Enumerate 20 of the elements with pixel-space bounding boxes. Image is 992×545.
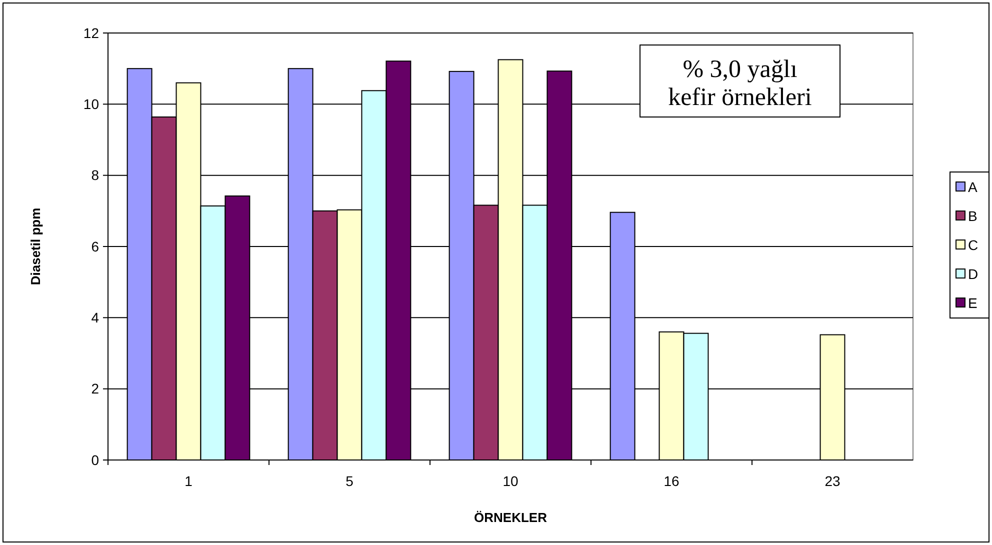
x-tick-label: 5: [346, 473, 354, 489]
y-tick-label: 6: [91, 238, 100, 254]
y-tick-label: 0: [91, 452, 100, 468]
y-tick-label: 10: [83, 96, 100, 112]
legend-label: A: [968, 178, 978, 195]
y-tick-label: 12: [83, 24, 100, 41]
x-tick-label: 23: [824, 473, 840, 489]
x-tick-label: 16: [664, 473, 680, 489]
x-tick-label: 1: [184, 473, 193, 489]
y-tick-label: 2: [91, 380, 100, 397]
y-tick-label: 4: [91, 310, 100, 326]
y-axis-title: Diasetil ppm: [28, 208, 43, 286]
x-axis-title: ÖRNEKLER: [474, 510, 548, 525]
legend-label: B: [968, 208, 978, 224]
legend-label: E: [968, 294, 978, 311]
legend-label: D: [968, 266, 978, 282]
x-tick-label: 10: [502, 473, 518, 489]
y-tick-label: 8: [91, 167, 100, 184]
legend-label: C: [968, 236, 978, 253]
annotation: % 3,0 yağlı kefir örnekleri: [668, 56, 812, 111]
